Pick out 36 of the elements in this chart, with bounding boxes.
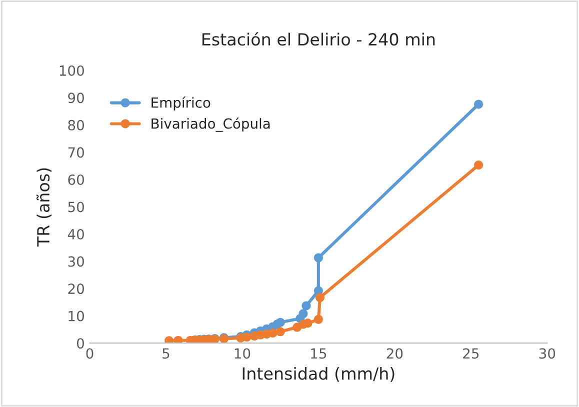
chart-title: Estación el Delirio - 240 min: [202, 32, 435, 46]
y-tick-label: 40: [68, 228, 84, 240]
x-tick-label: 15: [311, 348, 326, 359]
point: [242, 332, 252, 342]
y-tick-label: 30: [68, 256, 84, 267]
y-tick-label: 10: [68, 310, 84, 322]
y-tick-label: 50: [68, 202, 84, 212]
y-tick-label: 0: [76, 338, 84, 349]
point: [174, 336, 183, 344]
legend-label: Empírico: [152, 96, 210, 111]
y-tick-label: 20: [68, 284, 84, 294]
point: [314, 253, 323, 262]
y-tick-label: 60: [68, 174, 84, 185]
point: [276, 327, 285, 336]
point: [276, 318, 285, 327]
x-tick-label: 5: [162, 348, 170, 359]
x-tick-label: 0: [86, 348, 94, 359]
x-tick-label: 30: [539, 348, 556, 359]
y-tick-label: 70: [68, 147, 84, 158]
point: [474, 100, 484, 109]
y-tick-label: 100: [60, 65, 84, 76]
point: [302, 301, 311, 310]
x-axis-title: Intensidad (mm/h): [242, 366, 394, 382]
point: [474, 160, 484, 170]
point: [314, 314, 323, 324]
point: [164, 336, 174, 344]
y-axis-title: TR (años): [36, 168, 52, 247]
point: [315, 293, 324, 302]
legend-label: Bivariado_Cópula: [152, 117, 270, 132]
x-tick-label: 20: [386, 348, 403, 359]
point: [268, 328, 278, 338]
point: [298, 309, 308, 318]
x-tick-label: 10: [234, 348, 250, 359]
y-tick-label: 80: [68, 120, 84, 130]
x-tick-label: 25: [463, 348, 479, 359]
y-tick-label: 90: [68, 92, 84, 104]
